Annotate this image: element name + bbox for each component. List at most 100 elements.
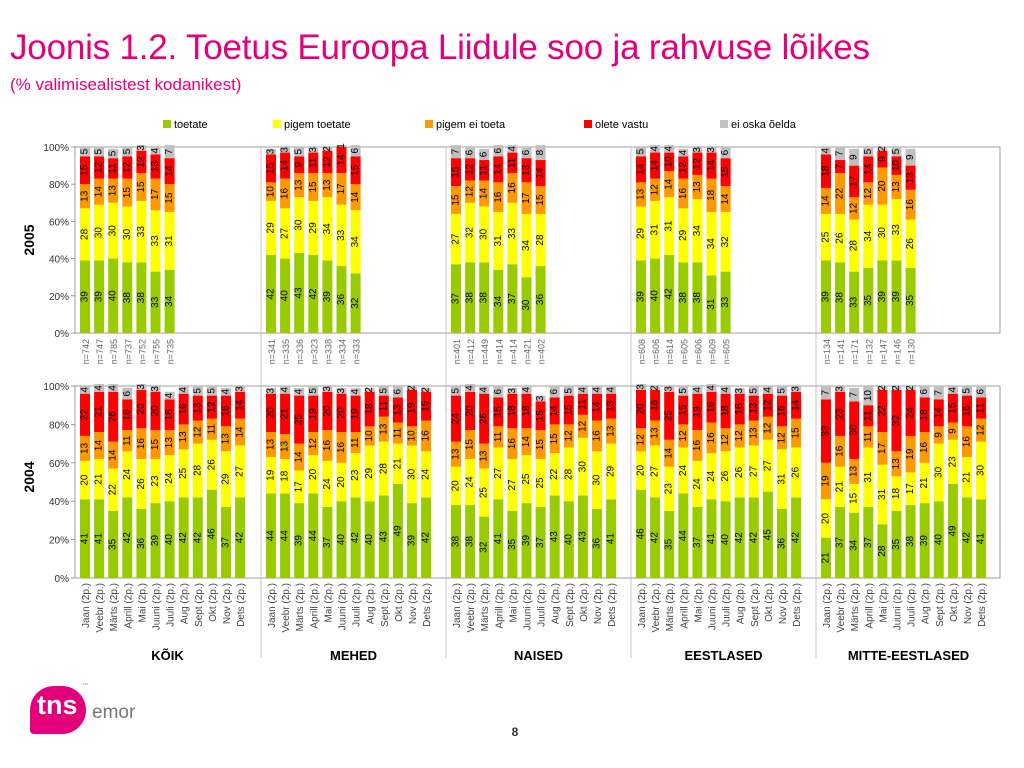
data-label: 15 — [451, 194, 462, 206]
data-label: 6 — [350, 148, 361, 154]
data-label: 24 — [706, 470, 717, 482]
data-label: 11 — [976, 402, 987, 413]
bar-segment — [692, 147, 703, 153]
bar-segment — [136, 389, 147, 429]
data-label: 13 — [266, 439, 277, 451]
data-label: 12 — [206, 401, 217, 413]
data-label: 16 — [962, 436, 973, 448]
data-label: 32 — [465, 227, 476, 239]
legend-swatch — [163, 120, 171, 128]
bar-segment — [80, 208, 90, 261]
month-label: Aprill (2p.) — [679, 583, 690, 629]
data-label: 13 — [606, 400, 617, 412]
bar-segment — [164, 399, 175, 431]
month-label: Jaan (2p.) — [81, 583, 92, 628]
data-label: 42 — [962, 532, 973, 544]
bar-segment — [364, 387, 375, 392]
data-label: 16 — [136, 438, 147, 450]
sample-size-label: n=130 — [907, 339, 917, 364]
bar-segment — [976, 386, 987, 398]
bar-segment — [678, 178, 689, 209]
data-label: 16 — [777, 405, 788, 417]
bar-segment — [720, 428, 731, 452]
bar-segment — [777, 386, 787, 396]
sample-size-label: n=755 — [152, 339, 162, 364]
data-label: 14 — [664, 178, 675, 190]
data-label: 41 — [80, 533, 91, 545]
bar-segment — [976, 397, 987, 419]
bar-segment — [294, 156, 305, 174]
bar-segment — [108, 258, 119, 333]
bar-segment — [821, 154, 831, 188]
data-label: 43 — [294, 287, 305, 299]
bar-segment — [849, 401, 860, 459]
data-label: 11 — [507, 157, 518, 168]
bar-segment — [465, 262, 476, 333]
data-label: 11 — [206, 424, 217, 435]
bar-segment — [465, 458, 476, 506]
bar-segment — [905, 386, 916, 390]
tns-emor-logo: tns ™ emor — [30, 683, 170, 736]
bar-segment — [178, 393, 189, 425]
data-label: 13 — [392, 404, 403, 416]
bar-segment — [150, 386, 161, 392]
bar-segment — [150, 154, 161, 179]
data-label: 30 — [933, 466, 944, 478]
bar-segment — [378, 386, 389, 396]
data-label: 42 — [308, 288, 319, 300]
bar-segment — [136, 145, 147, 151]
bar-segment — [849, 483, 860, 513]
bar-segment — [108, 391, 119, 442]
bar-segment — [322, 460, 333, 507]
data-label: 5 — [308, 388, 319, 394]
data-label: 34 — [849, 539, 860, 551]
bar-segment — [535, 401, 546, 431]
sample-size-label: n=171 — [850, 339, 860, 364]
data-label: 40 — [336, 534, 347, 546]
bar-segment — [535, 506, 546, 578]
sample-size-label: n=414 — [494, 339, 504, 364]
data-label: 38 — [905, 536, 916, 548]
data-label: 6 — [720, 149, 731, 155]
bar-segment — [863, 147, 874, 157]
month-label: Aug (2p.) — [736, 583, 747, 624]
data-label: 42 — [122, 532, 133, 544]
month-label: Juuli (2p.) — [907, 583, 918, 627]
data-label: 3 — [636, 384, 647, 390]
data-label: 7 — [849, 391, 860, 397]
bar-segment — [919, 397, 930, 433]
tns-logo-mark: tns — [30, 686, 86, 734]
bar-segment — [905, 219, 916, 268]
data-label: 39 — [919, 535, 930, 547]
bar-segment — [308, 152, 319, 174]
data-label: 3 — [150, 386, 161, 392]
bar-segment — [350, 497, 361, 578]
bar-segment — [80, 156, 90, 185]
data-label: 16 — [493, 191, 504, 203]
data-label: 17 — [849, 175, 860, 187]
data-label: 4 — [479, 387, 490, 393]
data-label: 3 — [336, 388, 347, 394]
data-label: 13 — [108, 185, 119, 197]
data-label: 4 — [164, 392, 175, 398]
sample-size-label: n=735 — [166, 339, 176, 364]
data-label: 11 — [308, 157, 319, 168]
bar-segment — [791, 447, 802, 498]
bar-segment — [479, 148, 490, 161]
data-label: 10 — [266, 186, 277, 198]
bar-segment — [221, 506, 231, 578]
data-label: 4 — [821, 148, 832, 154]
data-label: 14 — [664, 447, 675, 459]
data-label: 33 — [336, 229, 347, 241]
bar-segment — [891, 260, 902, 333]
bar-segment — [322, 430, 333, 461]
data-label: 12 — [192, 426, 203, 438]
data-label: 12 — [762, 422, 773, 434]
bar-segment — [136, 200, 147, 263]
legend-label: pigem toetate — [284, 119, 351, 131]
bar-segment — [577, 393, 588, 415]
data-label: 30 — [94, 227, 105, 239]
bar-segment — [178, 386, 189, 394]
data-label: 14 — [294, 451, 305, 463]
data-label: 37 — [322, 536, 333, 548]
